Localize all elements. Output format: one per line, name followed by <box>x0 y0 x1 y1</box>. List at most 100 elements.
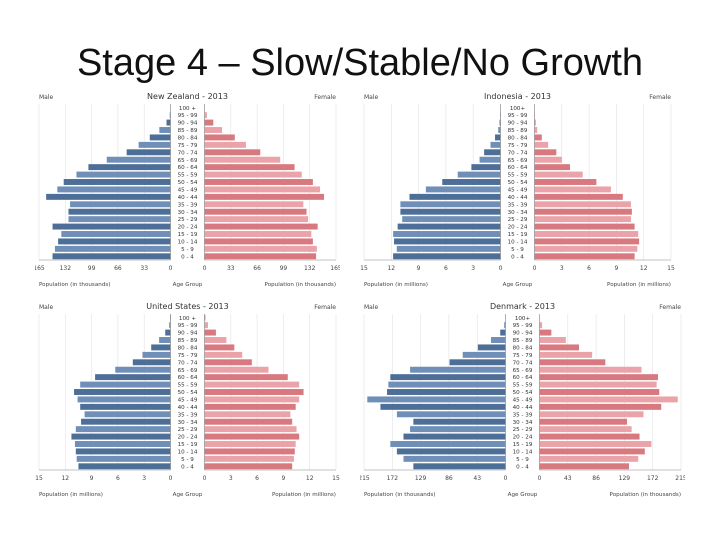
female-bar <box>539 337 566 343</box>
age-group-label: 25 - 29 <box>178 427 198 433</box>
age-group-label: 45 - 49 <box>508 188 528 194</box>
male-bar <box>76 171 171 178</box>
male-bar <box>484 149 501 156</box>
tick-label: 0 <box>203 475 207 482</box>
tick-label: 66 <box>253 265 261 272</box>
female-bar <box>204 127 223 133</box>
female-label: Female <box>659 304 681 311</box>
male-bar <box>165 329 171 336</box>
male-bar <box>54 245 171 252</box>
female-bar <box>534 201 631 208</box>
female-bar <box>204 366 269 373</box>
female-bar <box>539 366 642 373</box>
male-bar <box>106 156 171 163</box>
male-bar <box>442 179 501 185</box>
male-bar <box>76 455 171 462</box>
age-group-label: 25 - 29 <box>508 217 528 223</box>
age-group-label: 85 - 89 <box>513 338 533 344</box>
female-bar <box>204 156 281 163</box>
male-bar <box>75 426 171 433</box>
tick-label: 0 <box>504 475 508 482</box>
tick-label: 215 <box>360 475 370 482</box>
female-bar <box>204 134 235 141</box>
female-bar <box>539 374 658 381</box>
age-group-label: 35 - 39 <box>508 202 528 208</box>
male-bar <box>84 411 171 418</box>
tick-label: 6 <box>587 265 591 272</box>
female-bar <box>204 171 302 178</box>
male-bar <box>63 179 171 185</box>
tick-label: 12 <box>306 475 314 482</box>
male-bar <box>400 208 501 215</box>
female-bar <box>539 322 543 329</box>
age-group-label: 80 - 84 <box>178 346 198 352</box>
male-bar <box>75 448 171 455</box>
male-bar <box>46 193 171 200</box>
female-bar <box>204 411 291 418</box>
tick-label: 165 <box>35 265 45 272</box>
age-group-label: 35 - 39 <box>178 202 198 208</box>
age-group-label: 85 - 89 <box>178 128 198 134</box>
age-group-label: 60 - 64 <box>178 375 198 381</box>
female-bar <box>539 359 606 366</box>
age-group-label: 100+ <box>515 316 531 322</box>
tick-label: 33 <box>140 265 148 272</box>
age-group-label: 0 - 4 <box>516 464 529 470</box>
female-bar <box>204 441 296 447</box>
tick-label: 12 <box>61 475 69 482</box>
left-axis-title: Population (in thousands) <box>364 492 435 498</box>
age-group-label: 60 - 64 <box>508 165 528 171</box>
female-bar <box>204 463 293 470</box>
tick-label: 0 <box>533 265 537 272</box>
age-group-label: 5 - 9 <box>511 247 524 253</box>
male-bar <box>52 253 171 260</box>
female-bar <box>534 171 583 178</box>
male-bar <box>138 141 171 148</box>
female-bar <box>204 164 295 171</box>
right-axis-title: Population (in millions) <box>272 492 336 498</box>
tick-label: 66 <box>114 265 122 272</box>
age-group-label: 55 - 59 <box>178 173 198 179</box>
female-bar <box>534 156 562 163</box>
female-bar <box>204 208 307 215</box>
age-group-label: 0 - 4 <box>181 464 194 470</box>
tick-label: 0 <box>538 475 542 482</box>
tick-label: 0 <box>499 265 503 272</box>
tick-label: 86 <box>445 475 453 482</box>
age-group-label: 70 - 74 <box>178 360 198 366</box>
tick-label: 99 <box>280 265 288 272</box>
tick-label: 3 <box>471 265 475 272</box>
female-bar <box>539 441 652 447</box>
female-bar <box>534 186 611 193</box>
female-bar <box>539 351 593 358</box>
age-group-label: 85 - 89 <box>178 338 198 344</box>
female-bar <box>539 381 657 388</box>
male-bar <box>57 186 171 193</box>
age-group-label: 35 - 39 <box>178 412 198 418</box>
male-bar <box>149 134 171 141</box>
tick-label: 6 <box>255 475 259 482</box>
male-bar <box>88 164 171 171</box>
slide-title: Stage 4 – Slow/Stable/No Growth <box>76 42 644 84</box>
age-group-label: 80 - 84 <box>178 136 198 142</box>
age-group-label: 50 - 54 <box>508 180 528 186</box>
pyramid-denmark: Male Denmark - 2013 Female 100+95 - 99 90 - … <box>360 302 685 498</box>
male-bar <box>457 171 501 178</box>
age-group-label: 90 - 94 <box>513 331 533 337</box>
male-bar <box>477 344 506 351</box>
tick-label: 9 <box>281 475 285 482</box>
male-bar <box>500 329 506 336</box>
chart-title: United States - 2013 <box>146 302 229 311</box>
age-group-label: 10 - 14 <box>178 240 198 246</box>
male-bar <box>74 441 171 447</box>
male-bar <box>499 119 501 126</box>
age-group-label: 10 - 14 <box>178 450 198 456</box>
tick-label: 15 <box>360 265 368 272</box>
female-bar <box>204 359 252 366</box>
age-group-label: 50 - 54 <box>178 180 198 186</box>
age-group-label: 15 - 19 <box>513 442 533 448</box>
female-bar <box>204 179 313 185</box>
female-bar <box>534 253 635 260</box>
female-bar <box>204 396 300 403</box>
male-bar <box>462 351 506 358</box>
